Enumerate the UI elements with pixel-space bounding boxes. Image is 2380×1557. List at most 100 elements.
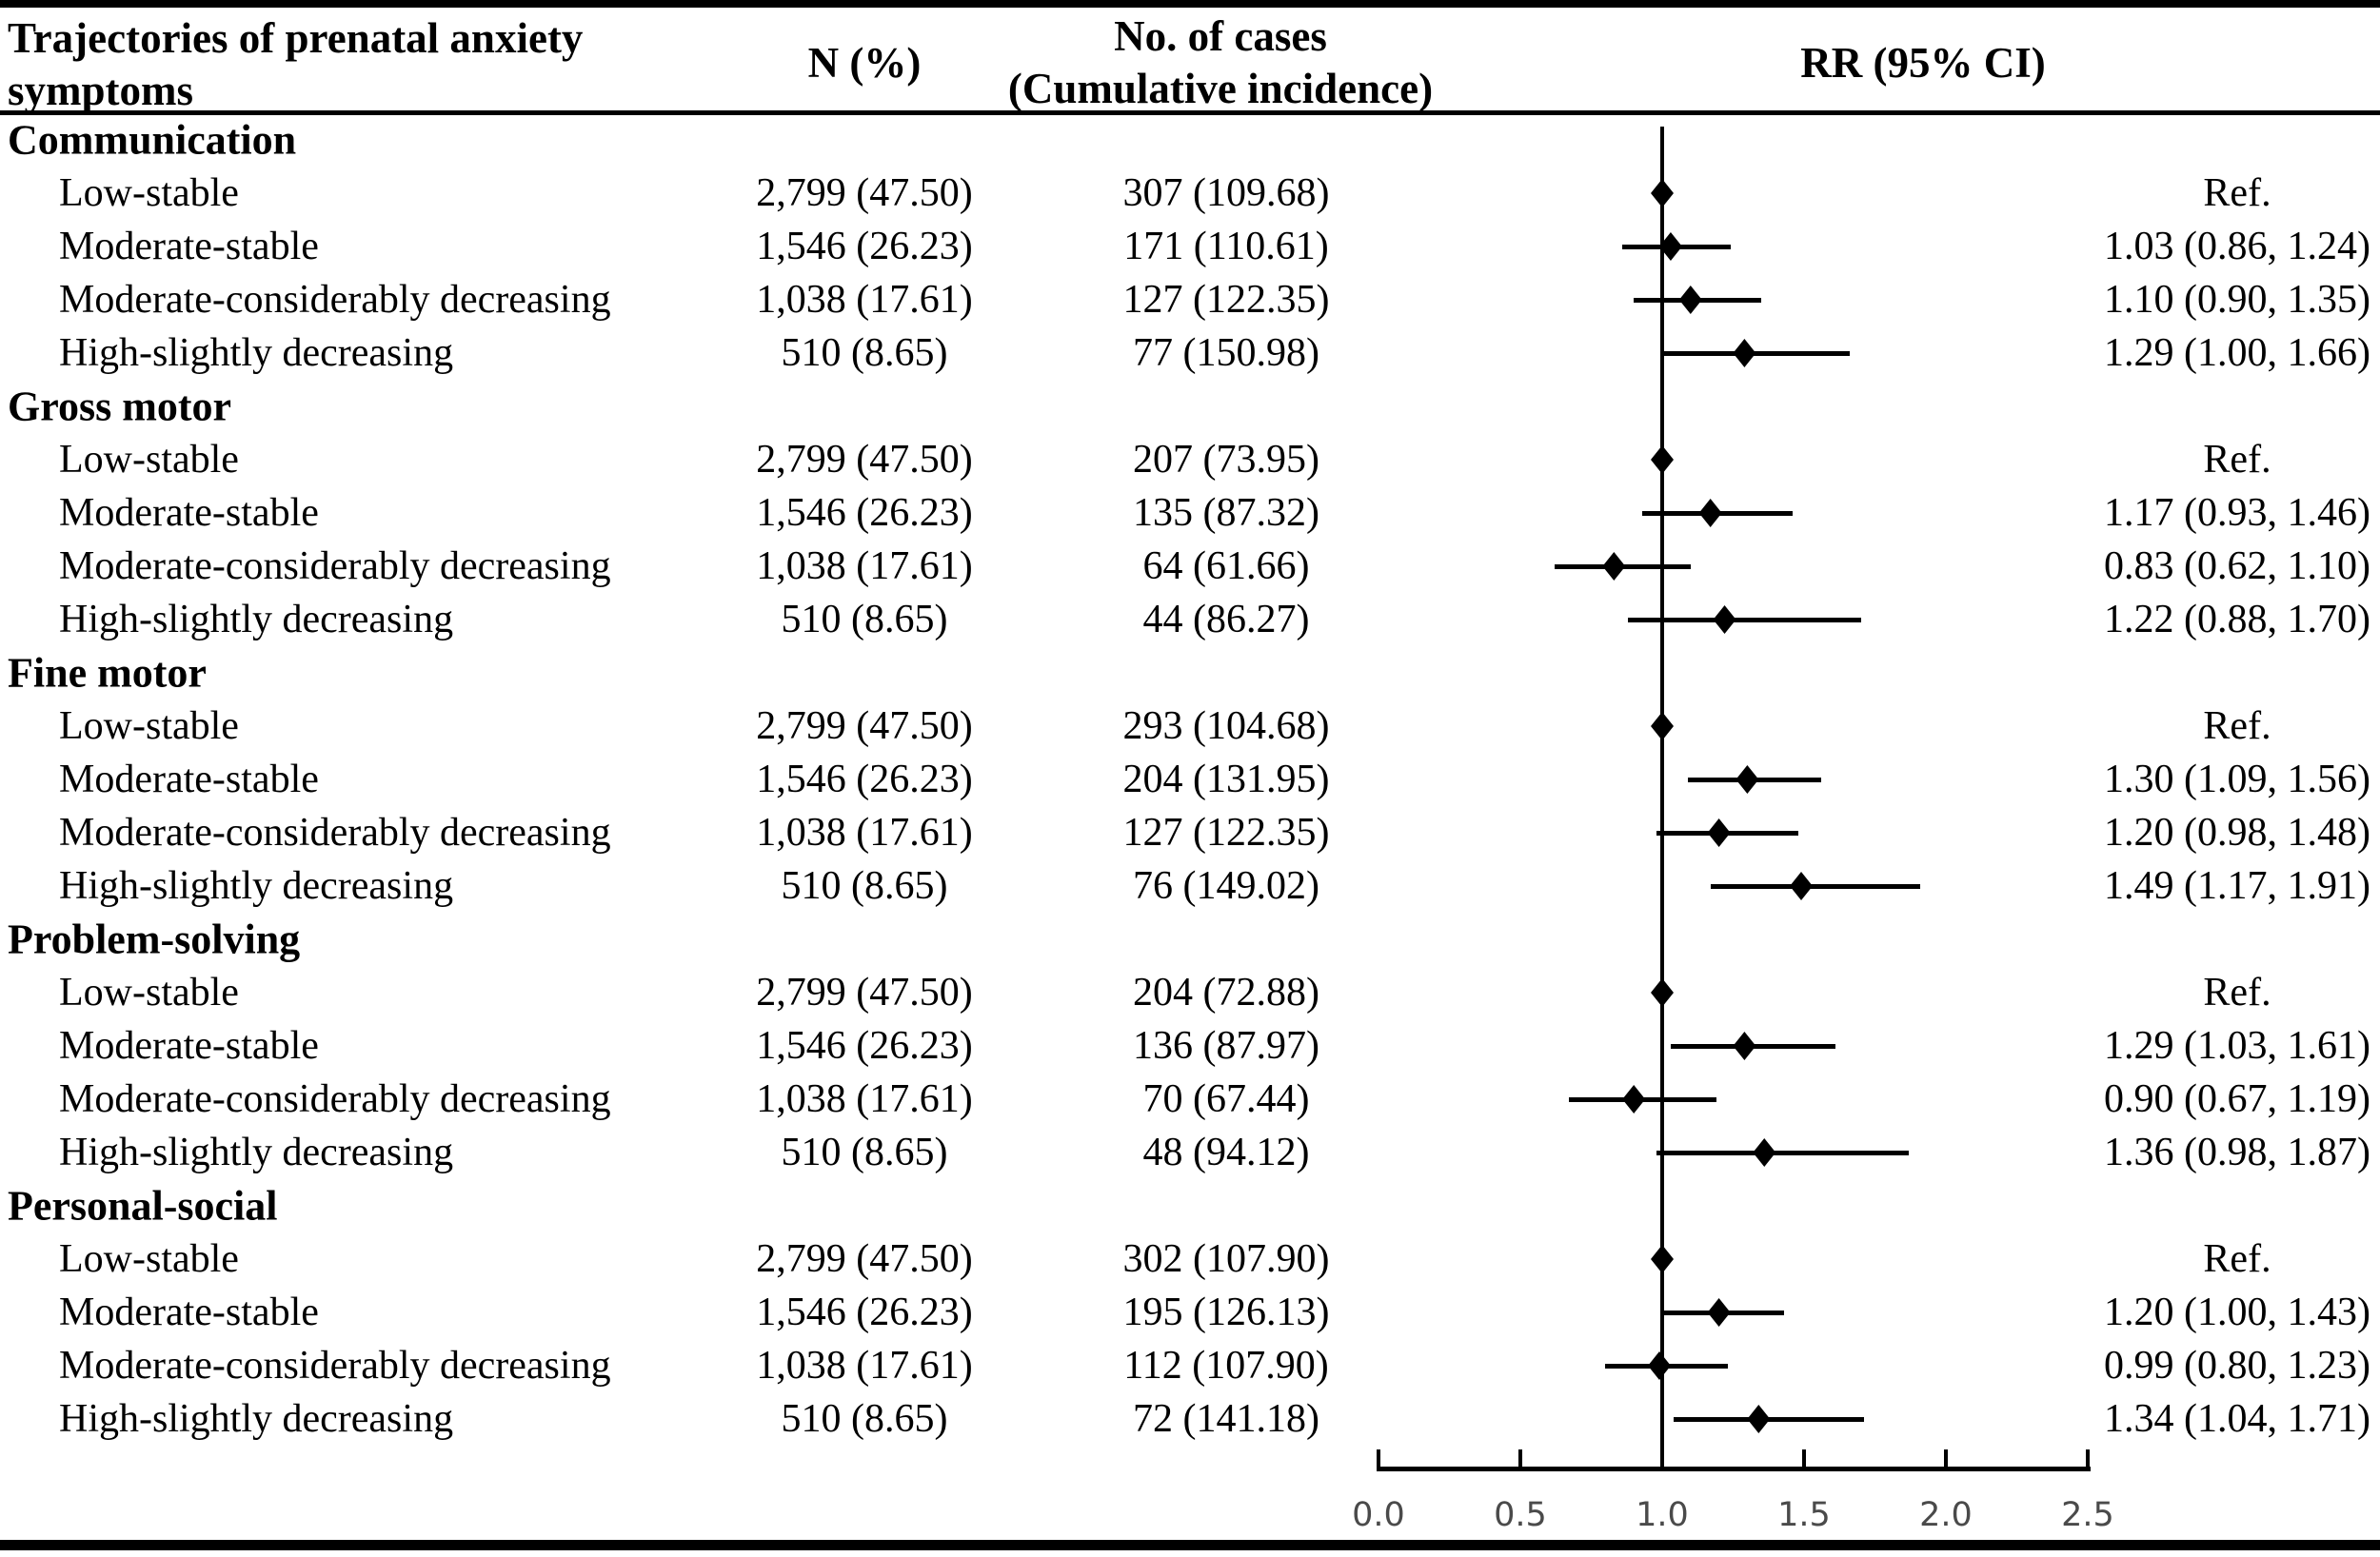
- row-label: Moderate-stable: [59, 491, 319, 535]
- rr-ci-value: 1.20 (1.00, 1.43): [2104, 1291, 2370, 1334]
- row-label: Low-stable: [59, 704, 239, 748]
- point-estimate-diamond-marker: [1733, 339, 1756, 367]
- rr-ci-value: Ref.: [2203, 1237, 2271, 1281]
- row-label: Low-stable: [59, 1237, 239, 1281]
- row-label: Moderate-considerably decreasing: [59, 1077, 611, 1121]
- row-label: High-slightly decreasing: [59, 1397, 454, 1441]
- n-percent-value: 1,546 (26.23): [756, 491, 973, 535]
- row-label: Low-stable: [59, 171, 239, 215]
- x-axis-tick: [1802, 1449, 1806, 1467]
- point-estimate-diamond-marker: [1651, 978, 1674, 1007]
- x-axis-tick-label: 0.0: [1352, 1496, 1405, 1534]
- group-label: Gross motor: [8, 383, 232, 430]
- n-percent-value: 2,799 (47.50): [756, 438, 973, 482]
- n-percent-value: 1,546 (26.23): [756, 758, 973, 801]
- rr-ci-value: 1.03 (0.86, 1.24): [2104, 225, 2370, 268]
- row-label: Moderate-stable: [59, 225, 319, 268]
- n-percent-value: 2,799 (47.50): [756, 971, 973, 1015]
- x-axis-tick: [2086, 1449, 2090, 1467]
- ci-whisker: [1710, 884, 1921, 889]
- row-label: Moderate-considerably decreasing: [59, 1344, 611, 1388]
- rr-ci-value: 1.34 (1.04, 1.71): [2104, 1397, 2370, 1441]
- group-label: Problem-solving: [8, 916, 301, 963]
- row-label: High-slightly decreasing: [59, 1131, 454, 1174]
- point-estimate-diamond-marker: [1648, 1351, 1672, 1380]
- cases-incidence-value: 127 (122.35): [1122, 811, 1330, 855]
- group-label: Personal-social: [8, 1182, 278, 1230]
- n-percent-value: 1,546 (26.23): [756, 1024, 973, 1068]
- group-label: Communication: [8, 116, 297, 164]
- x-axis-tick: [1660, 1449, 1664, 1467]
- cases-incidence-value: 207 (73.95): [1133, 438, 1319, 482]
- cases-incidence-value: 293 (104.68): [1122, 704, 1330, 748]
- x-axis-tick-label: 1.5: [1777, 1496, 1831, 1534]
- group-label: Fine motor: [8, 649, 207, 697]
- rr-ci-value: Ref.: [2203, 438, 2271, 482]
- row-label: Low-stable: [59, 438, 239, 482]
- row-label: High-slightly decreasing: [59, 598, 454, 641]
- point-estimate-diamond-marker: [1678, 286, 1702, 314]
- point-estimate-diamond-marker: [1602, 552, 1626, 581]
- point-estimate-diamond-marker: [1747, 1405, 1771, 1433]
- column-header-cases-line1: No. of cases: [1114, 12, 1327, 60]
- n-percent-value: 1,038 (17.61): [756, 278, 973, 322]
- cases-incidence-value: 70 (67.44): [1142, 1077, 1310, 1121]
- cases-incidence-value: 302 (107.90): [1122, 1237, 1330, 1281]
- rr-ci-value: Ref.: [2203, 171, 2271, 215]
- rr-ci-value: 1.29 (1.00, 1.66): [2104, 331, 2370, 375]
- column-header-trajectories-line1: Trajectories of prenatal anxiety: [8, 14, 584, 62]
- point-estimate-diamond-marker: [1753, 1138, 1776, 1167]
- x-axis-tick: [1377, 1449, 1380, 1467]
- n-percent-value: 2,799 (47.50): [756, 704, 973, 748]
- ci-whisker: [1662, 351, 1850, 356]
- rr-ci-value: Ref.: [2203, 704, 2271, 748]
- n-percent-value: 510 (8.65): [781, 864, 948, 908]
- n-percent-value: 510 (8.65): [781, 598, 948, 641]
- ci-whisker: [1628, 618, 1861, 622]
- n-percent-value: 510 (8.65): [781, 1131, 948, 1174]
- n-percent-value: 510 (8.65): [781, 1397, 948, 1441]
- rr-ci-value: 0.90 (0.67, 1.19): [2104, 1077, 2370, 1121]
- column-header-trajectories-line2: symptoms: [8, 67, 194, 114]
- point-estimate-diamond-marker: [1707, 1298, 1731, 1327]
- row-label: High-slightly decreasing: [59, 331, 454, 375]
- point-estimate-diamond-marker: [1790, 872, 1814, 900]
- cases-incidence-value: 195 (126.13): [1122, 1291, 1330, 1334]
- row-label: Moderate-considerably decreasing: [59, 278, 611, 322]
- point-estimate-diamond-marker: [1651, 445, 1674, 474]
- row-label: Moderate-considerably decreasing: [59, 544, 611, 588]
- n-percent-value: 1,038 (17.61): [756, 1344, 973, 1388]
- cases-incidence-value: 204 (72.88): [1133, 971, 1319, 1015]
- x-axis-tick-label: 2.5: [2061, 1496, 2114, 1534]
- n-percent-value: 2,799 (47.50): [756, 1237, 973, 1281]
- x-axis-tick-label: 0.5: [1494, 1496, 1547, 1534]
- n-percent-value: 1,038 (17.61): [756, 811, 973, 855]
- n-percent-value: 1,038 (17.61): [756, 544, 973, 588]
- x-axis-tick-label: 2.0: [1919, 1496, 1973, 1534]
- column-header-rr-ci: RR (95% CI): [1800, 39, 2046, 87]
- row-label: Moderate-stable: [59, 1024, 319, 1068]
- rr-ci-value: Ref.: [2203, 971, 2271, 1015]
- cases-incidence-value: 72 (141.18): [1133, 1397, 1319, 1441]
- cases-incidence-value: 76 (149.02): [1133, 864, 1319, 908]
- cases-incidence-value: 171 (110.61): [1123, 225, 1329, 268]
- n-percent-value: 510 (8.65): [781, 331, 948, 375]
- cases-incidence-value: 135 (87.32): [1133, 491, 1319, 535]
- cases-incidence-value: 127 (122.35): [1122, 278, 1330, 322]
- row-label: High-slightly decreasing: [59, 864, 454, 908]
- cases-incidence-value: 77 (150.98): [1133, 331, 1319, 375]
- column-header-n-percent: N (%): [807, 39, 922, 87]
- point-estimate-diamond-marker: [1698, 499, 1722, 527]
- cases-incidence-value: 136 (87.97): [1133, 1024, 1319, 1068]
- point-estimate-diamond-marker: [1651, 712, 1674, 740]
- point-estimate-diamond-marker: [1651, 179, 1674, 207]
- rr-ci-value: 1.22 (0.88, 1.70): [2104, 598, 2370, 641]
- point-estimate-diamond-marker: [1707, 818, 1731, 847]
- ci-whisker: [1656, 1151, 1910, 1155]
- rr-ci-value: 1.30 (1.09, 1.56): [2104, 758, 2370, 801]
- rr-ci-value: 0.83 (0.62, 1.10): [2104, 544, 2370, 588]
- point-estimate-diamond-marker: [1733, 1032, 1756, 1060]
- n-percent-value: 2,799 (47.50): [756, 171, 973, 215]
- point-estimate-diamond-marker: [1622, 1085, 1646, 1114]
